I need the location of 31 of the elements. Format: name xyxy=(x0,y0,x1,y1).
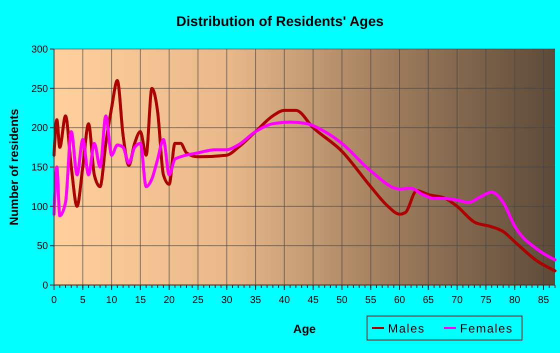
x-tick-label: 20 xyxy=(164,295,176,306)
x-tick-label: 0 xyxy=(51,295,58,306)
x-tick-label: 15 xyxy=(134,295,146,306)
line-series xyxy=(52,114,556,262)
x-tick-label: 55 xyxy=(365,295,377,306)
x-tick-label: 65 xyxy=(422,295,434,306)
chart-title: Distribution of Residents' Ages xyxy=(176,13,384,29)
x-tick-label: 50 xyxy=(336,295,348,306)
y-tick-label: 0 xyxy=(42,280,48,292)
x-tick-label: 35 xyxy=(250,295,262,306)
x-tick-label: 5 xyxy=(80,295,86,306)
y-tick-label: 300 xyxy=(31,44,48,56)
y-axis-title: Number of residents xyxy=(7,108,21,226)
legend-label: Males xyxy=(388,322,426,336)
y-tick-label: 250 xyxy=(31,84,48,95)
y-tick-label: 100 xyxy=(31,202,48,213)
x-tick-label: 85 xyxy=(538,295,550,306)
x-tick-label: 40 xyxy=(278,295,290,306)
x-tick-label: 25 xyxy=(192,295,204,306)
y-tick-label: 150 xyxy=(31,162,48,174)
y-tick-label: 50 xyxy=(36,241,48,252)
x-axis-title: Age xyxy=(293,322,316,336)
x-tick-label: 80 xyxy=(509,295,521,306)
x-tick-label: 60 xyxy=(394,295,406,306)
x-tick-label: 75 xyxy=(480,295,492,306)
legend-label: Females xyxy=(460,322,514,336)
x-tick-label: 45 xyxy=(308,295,320,306)
x-tick-label: 10 xyxy=(106,295,118,306)
x-tick-label: 70 xyxy=(452,295,464,306)
y-tick-label: 200 xyxy=(31,123,48,134)
x-tick-label: 30 xyxy=(221,295,233,306)
